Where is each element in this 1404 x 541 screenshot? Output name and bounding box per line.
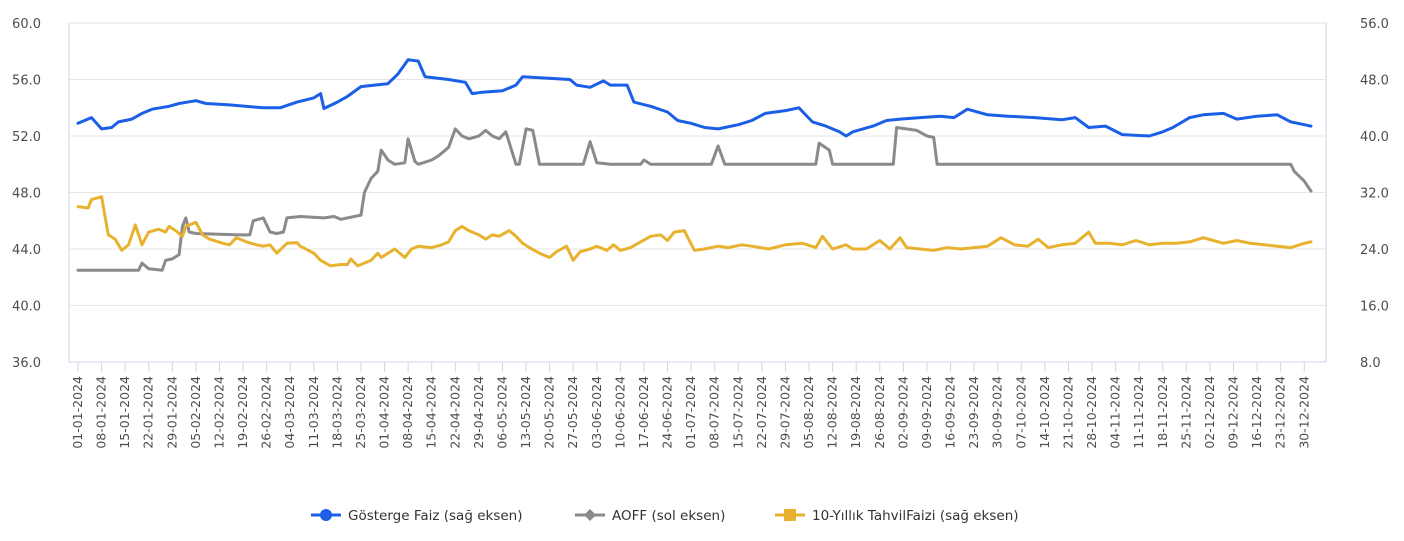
y-axis-right-labels: 56.0 48.0 40.0 32.0 24.0 16.0 8.0 [1360,17,1389,371]
y-axis-left-labels: 60.0 56.0 52.0 48.0 44.0 40.0 36.0 [12,17,41,371]
x-tick-label: 01-07-2024 [683,376,698,449]
y-right-tick-label: 16.0 [1360,300,1389,315]
x-tick-label: 10-06-2024 [612,376,627,449]
x-tick-label: 04-03-2024 [282,376,297,449]
legend-label: Gösterge Faiz (sağ eksen) [348,508,522,524]
x-tick-label: 11-11-2024 [1131,376,1146,449]
y-right-tick-label: 32.0 [1360,187,1389,202]
x-tick-label: 09-12-2024 [1226,376,1241,449]
legend-item[interactable]: Gösterge Faiz (sağ eksen) [311,508,522,524]
y-left-tick-label: 52.0 [12,130,41,145]
legend: Gösterge Faiz (sağ eksen) AOFF (sol eksen… [311,508,1019,524]
x-tick-label: 05-08-2024 [801,376,816,449]
x-tick-label: 20-05-2024 [542,376,557,449]
grid [69,22,1326,363]
legend-item[interactable]: 10-Yıllık TahvilFaizi (sağ eksen) [775,508,1019,524]
x-tick-label: 23-12-2024 [1273,376,1288,449]
legend-marker-diamond-icon [584,509,596,521]
series-line-diamond[interactable] [76,126,1313,272]
y-right-tick-label: 24.0 [1360,243,1389,258]
x-tick-label: 15-07-2024 [730,376,745,449]
x-tick-label: 16-09-2024 [943,376,958,449]
x-tick-label: 29-07-2024 [777,376,792,449]
series-line-circle[interactable] [76,58,1313,138]
legend-marker-circle-icon [320,509,332,521]
x-tick-label: 30-12-2024 [1296,376,1311,449]
x-tick-label: 24-06-2024 [660,376,675,449]
x-tick-label: 02-12-2024 [1202,376,1217,449]
y-right-tick-label: 8.0 [1360,356,1381,371]
y-left-tick-label: 36.0 [12,356,41,371]
x-axis-labels: 01-01-2024 08-01-2024 15-01-2024 22-01-2024… [70,362,1311,449]
x-tick-label: 12-08-2024 [825,376,840,449]
x-tick-label: 18-11-2024 [1155,376,1170,449]
x-tick-label: 01-01-2024 [70,376,85,449]
x-tick-label: 05-02-2024 [188,376,203,449]
y-left-tick-label: 48.0 [12,187,41,202]
x-tick-label: 17-06-2024 [636,376,651,449]
x-tick-label: 26-02-2024 [259,376,274,449]
x-tick-label: 22-07-2024 [754,376,769,449]
x-tick-label: 12-02-2024 [211,376,226,449]
x-tick-label: 08-04-2024 [400,376,415,449]
x-tick-label: 07-10-2024 [1013,376,1028,449]
x-tick-label: 23-09-2024 [966,376,981,449]
x-tick-label: 29-04-2024 [471,376,486,449]
x-tick-label: 09-09-2024 [919,376,934,449]
y-left-tick-label: 40.0 [12,300,41,315]
legend-item[interactable]: AOFF (sol eksen) [575,508,725,524]
x-tick-label: 04-11-2024 [1108,376,1123,449]
x-tick-label: 08-07-2024 [707,376,722,449]
x-tick-label: 11-03-2024 [306,376,321,449]
x-tick-label: 19-08-2024 [848,376,863,449]
x-tick-label: 30-09-2024 [990,376,1005,449]
x-tick-label: 01-04-2024 [377,376,392,449]
x-tick-label: 06-05-2024 [494,376,509,449]
legend-marker-square-icon [784,509,796,521]
x-tick-label: 25-03-2024 [353,376,368,449]
axes [68,23,1327,363]
series-lines [76,58,1313,272]
legend-label: 10-Yıllık TahvilFaizi (sağ eksen) [812,508,1019,524]
y-right-tick-label: 40.0 [1360,130,1389,145]
x-tick-label: 18-03-2024 [329,376,344,449]
series-line-square[interactable] [76,195,1313,268]
x-tick-label: 03-06-2024 [589,376,604,449]
x-tick-label: 13-05-2024 [518,376,533,449]
x-tick-label: 02-09-2024 [895,376,910,449]
y-right-tick-label: 56.0 [1360,17,1389,32]
x-tick-label: 27-05-2024 [565,376,580,449]
x-tick-label: 21-10-2024 [1060,376,1075,449]
y-left-tick-label: 56.0 [12,74,41,89]
x-tick-label: 26-08-2024 [872,376,887,449]
x-tick-label: 15-01-2024 [117,376,132,449]
y-right-tick-label: 48.0 [1360,74,1389,89]
x-tick-label: 28-10-2024 [1084,376,1099,449]
x-tick-label: 22-01-2024 [141,376,156,449]
x-tick-label: 25-11-2024 [1178,376,1193,449]
x-tick-label: 14-10-2024 [1037,376,1052,449]
legend-label: AOFF (sol eksen) [612,508,725,524]
x-tick-label: 08-01-2024 [94,376,109,449]
x-tick-label: 22-04-2024 [447,376,462,449]
y-left-tick-label: 44.0 [12,243,41,258]
x-tick-label: 15-04-2024 [424,376,439,449]
x-tick-label: 16-12-2024 [1249,376,1264,449]
x-tick-label: 19-02-2024 [235,376,250,449]
x-tick-label: 29-01-2024 [164,376,179,449]
y-left-tick-label: 60.0 [12,17,41,32]
